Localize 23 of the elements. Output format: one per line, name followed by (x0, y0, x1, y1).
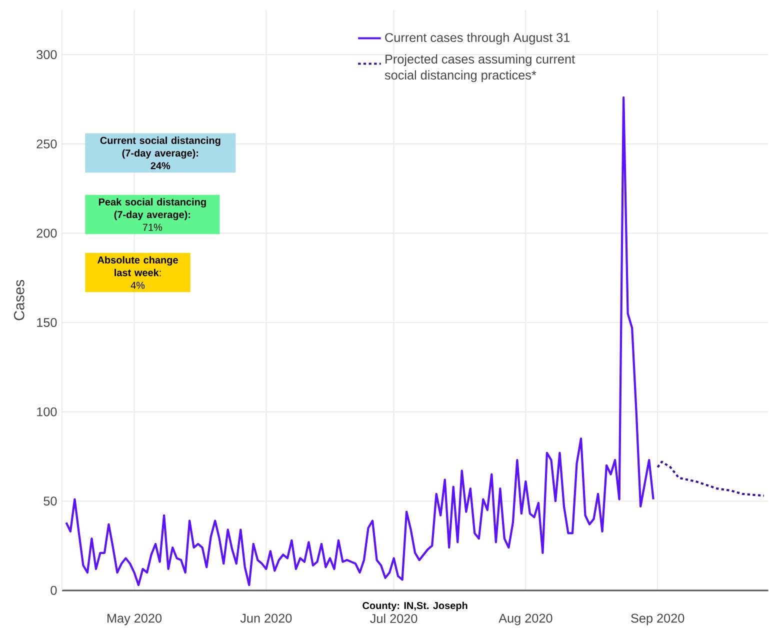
y-tick-label: 250 (36, 139, 57, 148)
y-tick-label: 0 (50, 586, 57, 595)
x-tick-label: Aug 2020 (498, 614, 552, 626)
y-tick-label: 200 (36, 228, 57, 238)
x-tick-label: Sep 2020 (631, 614, 684, 626)
y-tick-label: 300 (36, 50, 57, 59)
annotation: 24% (150, 162, 170, 170)
annotation: Current social distancing (7-day average): (100, 136, 220, 158)
y-tick-label: 150 (37, 318, 57, 327)
annotation: 4% (130, 282, 145, 289)
line-series (656, 460, 766, 497)
y-tick-label: 50 (44, 496, 57, 506)
y-tick-label: 100 (37, 407, 57, 416)
legend-label: Current cases through August 31 (385, 32, 570, 44)
legend-label: Projected cases assuming current social distancing practices* (384, 54, 575, 82)
annotation: Absolute change last week: (98, 256, 178, 276)
annotation: 71% (142, 224, 162, 231)
x-tick-label: May 2020 (108, 614, 162, 626)
x-tick-label: Jul 2020 (370, 614, 418, 623)
x-tick-label: Jun 2020 (240, 614, 292, 623)
y-axis-title: Cases (14, 280, 24, 320)
text: County: IN,St. Joseph (362, 602, 468, 611)
annotation: Peak social distancing (7-day average): (98, 198, 206, 220)
